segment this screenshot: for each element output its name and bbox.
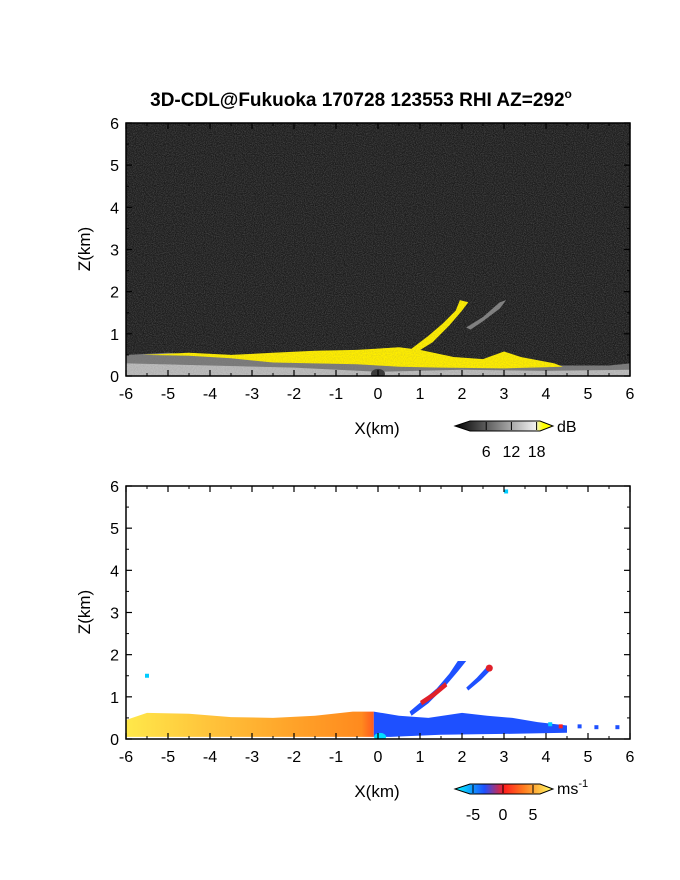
snr-x-tick-label: -3 bbox=[245, 386, 259, 403]
velocity-axes: -6 -5 -4 -3 -2 -1 0 1 2 3 4 5 6 0 1 2 3 4 5 6 bbox=[110, 479, 634, 766]
snr-axes: -6 -5 -4 -3 -2 -1 0 1 2 3 4 5 6 0 1 2 3 4 5 6 bbox=[110, 116, 634, 403]
velocity-y-axis-label: Z(km) bbox=[75, 590, 94, 634]
snr-y-tick-label: 1 bbox=[110, 327, 119, 344]
velocity-x-tick-label: 5 bbox=[584, 749, 593, 766]
snr-speckle-overlay bbox=[126, 123, 630, 376]
velocity-x-tick-label: 4 bbox=[542, 749, 551, 766]
velocity-x-tick-label: 1 bbox=[416, 749, 425, 766]
snr-colorbar-unit: dB bbox=[557, 419, 577, 436]
velocity-speckle bbox=[577, 724, 582, 729]
snr-y-tick-label: 0 bbox=[110, 369, 119, 386]
snr-y-tick-label: 3 bbox=[110, 243, 119, 260]
snr-y-tick-label: 4 bbox=[110, 200, 119, 217]
velocity-colorbar-tick-label: 5 bbox=[529, 807, 538, 824]
velocity-x-tick-label: 0 bbox=[374, 749, 383, 766]
velocity-x-tick-label: -1 bbox=[329, 749, 343, 766]
snr-x-tick-label: -1 bbox=[329, 386, 343, 403]
velocity-y-tick-label: 2 bbox=[110, 648, 119, 665]
snr-echo-marks bbox=[126, 123, 630, 376]
velocity-negative-layer bbox=[373, 711, 567, 737]
velocity-y-tick-label: 0 bbox=[110, 732, 119, 749]
velocity-x-tick-label: 3 bbox=[500, 749, 509, 766]
velocity-colorbar-tick-label: -5 bbox=[466, 807, 480, 824]
snr-x-tick-label: -6 bbox=[119, 386, 133, 403]
snr-y-tick-label: 5 bbox=[110, 158, 119, 175]
velocity-surface-blob bbox=[374, 732, 387, 739]
velocity-y-tick-label: 1 bbox=[110, 690, 119, 707]
snr-x-axis-label: X(km) bbox=[354, 419, 399, 438]
velocity-x-tick-label: -4 bbox=[203, 749, 217, 766]
velocity-x-tick-label: -3 bbox=[245, 749, 259, 766]
velocity-thin-layer bbox=[466, 666, 492, 691]
snr-x-tick-label: 0 bbox=[374, 386, 383, 403]
snr-y-tick-label: 2 bbox=[110, 285, 119, 302]
snr-colorbar-bar bbox=[453, 420, 555, 432]
snr-x-tick-label: -2 bbox=[287, 386, 301, 403]
velocity-y-tick-label: 5 bbox=[110, 521, 119, 538]
velocity-plot-background bbox=[126, 486, 630, 739]
velocity-x-tick-label: -6 bbox=[119, 749, 133, 766]
snr-colorbar-tick-label: 6 bbox=[482, 444, 491, 461]
velocity-speckle bbox=[548, 722, 553, 727]
chart-title: 3D-CDL@Fukuoka 170728 123553 RHI AZ=292o bbox=[150, 87, 572, 111]
velocity-colorbar-tick-label: 0 bbox=[499, 807, 508, 824]
velocity-y-tick-label: 4 bbox=[110, 563, 119, 580]
velocity-panel: -6 -5 -4 -3 -2 -1 0 1 2 3 4 5 6 0 1 2 3 4 5 6 X(km) Z(km) m… bbox=[75, 479, 635, 824]
snr-x-tick-label: 3 bbox=[500, 386, 509, 403]
velocity-speckle bbox=[594, 725, 599, 730]
velocity-y-tick-label: 6 bbox=[110, 479, 119, 496]
velocity-x-axis-label: X(km) bbox=[354, 782, 399, 801]
velocity-speckle bbox=[558, 724, 563, 729]
snr-x-tick-label: 1 bbox=[416, 386, 425, 403]
velocity-thin-layer-tip bbox=[485, 664, 493, 672]
snr-x-tick-label: 6 bbox=[626, 386, 635, 403]
snr-x-tick-label: 5 bbox=[584, 386, 593, 403]
velocity-colorbar: ms-1 -5 0 5 bbox=[453, 778, 588, 824]
snr-colorbar: dB 6 12 18 bbox=[453, 419, 577, 461]
snr-x-tick-label: 4 bbox=[542, 386, 551, 403]
velocity-positive-layer bbox=[126, 711, 374, 737]
snr-x-tick-label: -4 bbox=[203, 386, 217, 403]
velocity-x-tick-label: 6 bbox=[626, 749, 635, 766]
velocity-y-tick-label: 3 bbox=[110, 606, 119, 623]
velocity-x-tick-label: -5 bbox=[161, 749, 175, 766]
velocity-plume-core bbox=[420, 682, 448, 706]
snr-x-tick-label: -5 bbox=[161, 386, 175, 403]
velocity-x-tick-label: 2 bbox=[458, 749, 467, 766]
snr-colorbar-tick-label: 18 bbox=[528, 444, 546, 461]
snr-x-tick-label: 2 bbox=[458, 386, 467, 403]
velocity-colorbar-bar bbox=[453, 783, 555, 795]
velocity-speckle bbox=[504, 489, 509, 494]
velocity-speckle bbox=[615, 725, 620, 730]
velocity-colorbar-unit: ms-1 bbox=[557, 778, 588, 798]
snr-y-axis-label: Z(km) bbox=[75, 227, 94, 271]
velocity-x-tick-label: -2 bbox=[287, 749, 301, 766]
velocity-speckle bbox=[145, 673, 149, 678]
snr-y-tick-label: 6 bbox=[110, 116, 119, 133]
snr-colorbar-tick-label: 12 bbox=[503, 444, 521, 461]
velocity-echo-marks bbox=[126, 489, 620, 739]
